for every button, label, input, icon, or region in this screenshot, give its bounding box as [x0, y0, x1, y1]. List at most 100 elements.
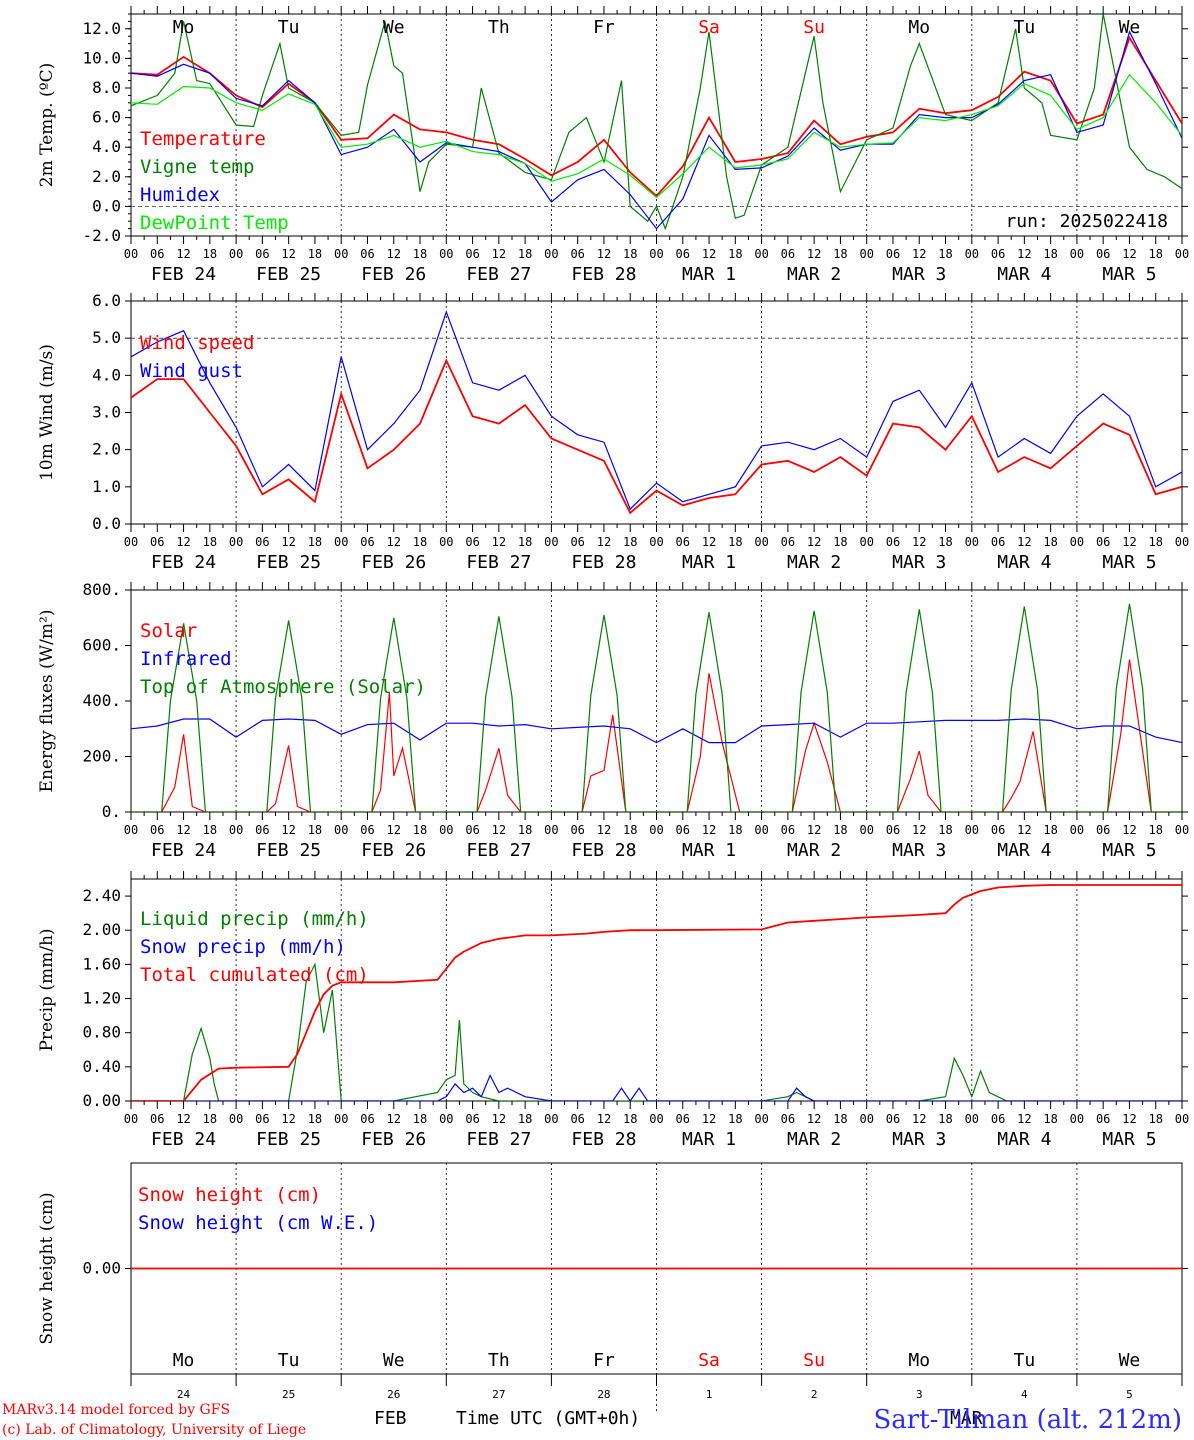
day-number: 3 [916, 1388, 923, 1401]
hour-label: 06 [465, 247, 479, 261]
series-group [131, 603, 1182, 812]
weekday-label-bottom: We [383, 1350, 405, 1371]
hour-label: 18 [518, 535, 532, 549]
hour-label: 06 [360, 823, 374, 837]
y-tick-label: 2.0 [92, 167, 121, 186]
hour-label: 18 [1043, 247, 1057, 261]
hour-label: 12 [281, 823, 295, 837]
hour-label: 06 [465, 1112, 479, 1126]
hour-label: 06 [676, 535, 690, 549]
date-label: FEB 27 [466, 552, 531, 573]
hour-label: 18 [833, 1112, 847, 1126]
y-tick-label: 0.00 [82, 1091, 121, 1110]
footer-month-mar: MAR [950, 1408, 983, 1429]
hour-label: 18 [308, 823, 322, 837]
hour-label: 12 [281, 247, 295, 261]
panel-2: 0.0 1.0 2.0 3.0 4.0 5.0 6.0 10m Wind (m/s) 00 06 1… [37, 291, 1189, 573]
date-label: FEB 25 [256, 264, 321, 285]
date-label: FEB 28 [571, 840, 636, 861]
y-tick-label: 12.0 [82, 19, 121, 38]
series-group [131, 310, 1182, 515]
legend-entry: Humidex [140, 184, 220, 206]
series-line-liquid-precip-mm-h- [131, 962, 1182, 1101]
hour-label: 00 [754, 535, 768, 549]
hour-label: 12 [597, 535, 611, 549]
series-line-dewpoint-temp [131, 73, 1182, 199]
date-label: FEB 26 [361, 1129, 426, 1150]
hour-label: 18 [518, 1112, 532, 1126]
date-label: FEB 24 [151, 840, 216, 861]
hour-label: 06 [781, 247, 795, 261]
y-tick-label: 4.0 [92, 137, 121, 156]
hour-label: 00 [965, 247, 979, 261]
footer-credit: (c) Lab. of Climatology, University of L… [2, 1422, 306, 1438]
hour-label: 12 [1122, 1112, 1136, 1126]
hour-label: 18 [308, 535, 322, 549]
series-line-snow-precip-mm-h- [131, 1073, 1182, 1101]
hour-label: 18 [623, 823, 637, 837]
hour-label: 18 [413, 535, 427, 549]
hour-label: 06 [676, 823, 690, 837]
y-tick-label: 0.80 [82, 1023, 121, 1042]
series-group [131, 884, 1182, 1101]
y-tick-label: 6.0 [92, 108, 121, 127]
hour-label: 18 [728, 1112, 742, 1126]
legend-entry: Total cumulated (cm) [140, 964, 369, 986]
date-label: FEB 26 [361, 840, 426, 861]
hour-label: 00 [1175, 535, 1189, 549]
weekday-label: Fr [593, 17, 615, 38]
hour-label: 00 [1175, 823, 1189, 837]
hour-label: 06 [1096, 1112, 1110, 1126]
hour-label: 00 [124, 823, 138, 837]
hour-label: 00 [859, 1112, 873, 1126]
hour-label: 12 [387, 535, 401, 549]
y-tick-label: 400. [82, 691, 121, 710]
day-number: 1 [706, 1388, 713, 1401]
weekday-label: Mo [908, 17, 930, 38]
y-tick-label: 6.0 [92, 291, 121, 310]
hour-label: 18 [728, 247, 742, 261]
hour-label: 12 [807, 247, 821, 261]
hour-label: 00 [649, 535, 663, 549]
legend-entry: Solar [140, 620, 197, 642]
hour-label: 06 [570, 535, 584, 549]
hour-label: 00 [544, 247, 558, 261]
hour-label: 12 [1017, 535, 1031, 549]
y-tick-label: 1.60 [82, 954, 121, 973]
hour-label: 06 [1096, 823, 1110, 837]
panel-5: 0.00 Snow height (cm) Snow height (cm) Snow… [37, 1162, 1188, 1375]
hour-label: 18 [938, 535, 952, 549]
y-axis-title: 10m Wind (m/s) [37, 344, 57, 481]
hour-label: 06 [465, 823, 479, 837]
hour-label: 12 [702, 535, 716, 549]
hour-label: 00 [754, 1112, 768, 1126]
hour-label: 12 [492, 823, 506, 837]
hour-label: 12 [281, 1112, 295, 1126]
hour-label: 06 [360, 1112, 374, 1126]
date-label: FEB 27 [466, 264, 531, 285]
series-line-vigne-temp [131, 14, 1182, 231]
hour-label: 18 [623, 247, 637, 261]
hour-label: 18 [518, 247, 532, 261]
panel-4: 0.00 0.40 0.80 1.20 1.60 2.00 2.40 Precip (mm/h… [37, 871, 1189, 1150]
hour-label: 18 [938, 823, 952, 837]
hour-label: 06 [570, 1112, 584, 1126]
legend-entry: Infrared [140, 648, 232, 670]
day-number: 24 [177, 1388, 191, 1401]
hour-label: 18 [1148, 247, 1162, 261]
legend-entry: Snow precip (mm/h) [140, 936, 346, 958]
hour-label: 18 [308, 1112, 322, 1126]
weekday-label-bottom: Tu [1014, 1350, 1036, 1371]
hour-label: 00 [965, 823, 979, 837]
series-line-infrared [131, 718, 1182, 744]
hour-label: 12 [176, 823, 190, 837]
hour-label: 18 [1043, 535, 1057, 549]
hour-label: 18 [623, 1112, 637, 1126]
hour-label: 06 [150, 1112, 164, 1126]
date-label: MAR 3 [892, 1129, 946, 1150]
hour-label: 00 [334, 1112, 348, 1126]
hour-label: 00 [754, 823, 768, 837]
legend-entry: Wind speed [140, 332, 254, 354]
day-number: 5 [1126, 1388, 1133, 1401]
hour-label: 06 [465, 535, 479, 549]
